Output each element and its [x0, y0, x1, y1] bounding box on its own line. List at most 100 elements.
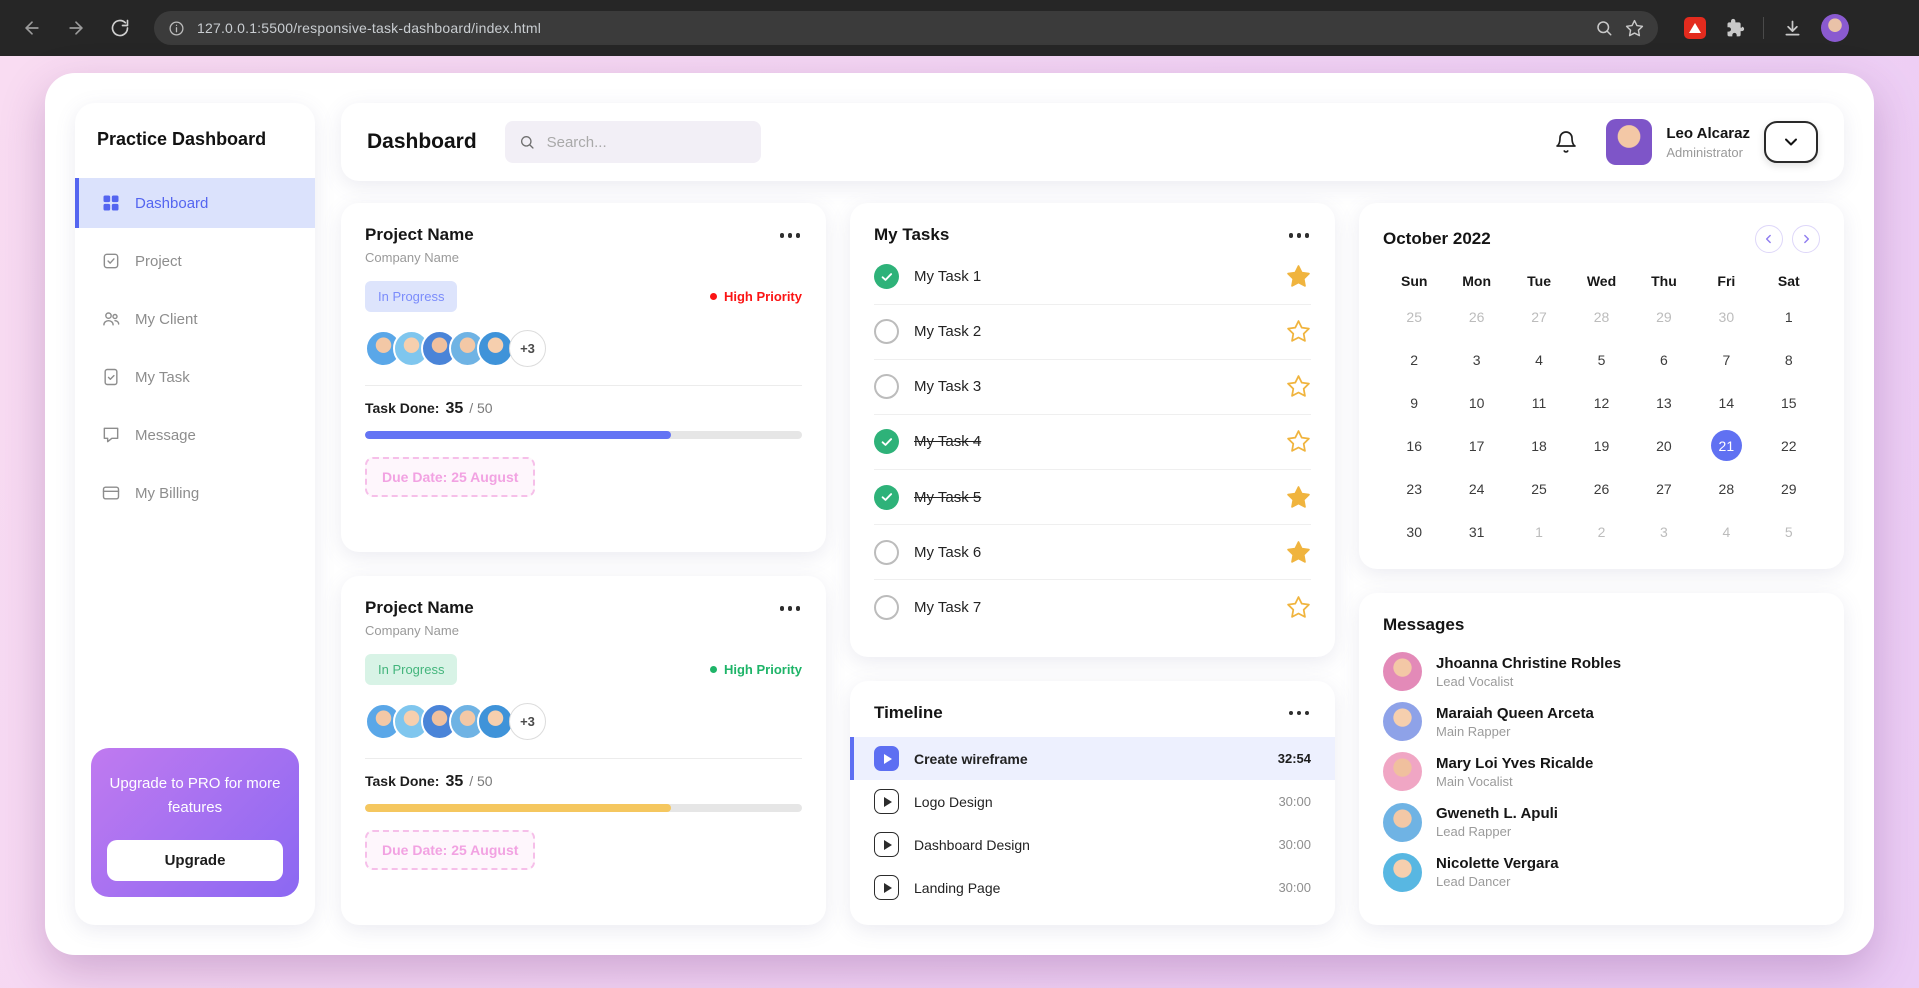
calendar-day[interactable]: 9 [1410, 394, 1419, 411]
task-row[interactable]: My Task 6 [874, 525, 1311, 581]
sidebar-item-my-billing[interactable]: My Billing [75, 468, 315, 518]
sidebar-item-my-client[interactable]: My Client [75, 294, 315, 344]
calendar-day[interactable]: 29 [1780, 480, 1797, 497]
calendar-day[interactable]: 30 [1718, 308, 1735, 325]
calendar-day-selected[interactable]: 21 [1710, 430, 1742, 461]
sidebar-item-project[interactable]: Project [75, 236, 315, 286]
timeline-item[interactable]: Logo Design 30:00 [874, 780, 1311, 823]
pdf-extension-icon[interactable] [1684, 17, 1706, 39]
forward-button[interactable] [58, 10, 94, 46]
task-row[interactable]: My Task 4 [874, 415, 1311, 471]
more-options-icon[interactable] [1287, 703, 1312, 724]
calendar-day[interactable]: 29 [1656, 308, 1672, 325]
calendar-day[interactable]: 2 [1597, 523, 1606, 540]
calendar-day[interactable]: 27 [1531, 308, 1547, 325]
calendar-day[interactable]: 28 [1593, 308, 1610, 325]
calendar-day[interactable]: 23 [1406, 480, 1422, 497]
task-row[interactable]: My Task 3 [874, 360, 1311, 415]
calendar-day[interactable]: 4 [1722, 523, 1731, 540]
star-icon[interactable] [1286, 264, 1311, 289]
calendar-day[interactable]: 25 [1406, 308, 1422, 325]
bookmark-button[interactable] [1625, 19, 1644, 38]
more-options-icon[interactable] [778, 598, 803, 619]
calendar-day[interactable]: 2 [1410, 351, 1419, 368]
browser-profile-avatar[interactable] [1821, 14, 1849, 42]
calendar-day[interactable]: 27 [1656, 480, 1672, 497]
user-avatar[interactable] [1606, 119, 1653, 165]
message-contact[interactable]: Nicolette Vergara Lead Dancer [1383, 852, 1820, 892]
calendar-day[interactable]: 30 [1406, 523, 1422, 540]
play-icon[interactable] [874, 875, 899, 900]
calendar-day[interactable]: 24 [1468, 480, 1485, 497]
calendar-day[interactable]: 6 [1660, 351, 1668, 368]
calendar-day[interactable]: 3 [1660, 523, 1668, 540]
star-icon[interactable] [1286, 485, 1311, 510]
star-icon[interactable] [1286, 540, 1311, 565]
message-contact[interactable]: Mary Loi Yves Ricalde Main Vocalist [1383, 752, 1820, 792]
play-icon[interactable] [874, 789, 899, 814]
play-icon[interactable] [874, 746, 899, 771]
upgrade-button[interactable]: Upgrade [107, 840, 283, 881]
back-button[interactable] [14, 10, 50, 46]
calendar-day[interactable]: 26 [1593, 480, 1610, 497]
calendar-day[interactable]: 11 [1531, 394, 1547, 411]
calendar-day[interactable]: 28 [1718, 480, 1735, 497]
sidebar-item-message[interactable]: Message [75, 410, 315, 460]
address-bar[interactable]: 127.0.0.1:5500/responsive-task-dashboard… [154, 11, 1658, 45]
calendar-day[interactable]: 8 [1784, 351, 1793, 368]
profile-dropdown-button[interactable] [1764, 121, 1818, 163]
star-icon[interactable] [1286, 429, 1311, 454]
task-checkbox-unchecked[interactable] [874, 319, 899, 345]
calendar-day[interactable]: 7 [1722, 351, 1731, 368]
task-checkbox-unchecked[interactable] [874, 539, 899, 565]
calendar-day[interactable]: 1 [1535, 523, 1543, 540]
calendar-day[interactable]: 4 [1535, 351, 1543, 368]
calendar-day[interactable]: 31 [1468, 523, 1485, 540]
extensions-button[interactable] [1724, 18, 1745, 39]
task-checkbox-checked[interactable] [874, 484, 899, 510]
timeline-item[interactable]: Landing Page 30:00 [874, 866, 1311, 909]
task-checkbox-unchecked[interactable] [874, 594, 899, 620]
url-text[interactable]: 127.0.0.1:5500/responsive-task-dashboard… [197, 20, 542, 36]
calendar-day[interactable]: 16 [1406, 437, 1422, 454]
timeline-item[interactable]: Dashboard Design 30:00 [874, 823, 1311, 866]
zoom-button[interactable] [1595, 19, 1613, 37]
search-input[interactable] [544, 132, 747, 152]
star-icon[interactable] [1286, 374, 1311, 399]
star-icon[interactable] [1286, 595, 1311, 620]
sidebar-item-dashboard[interactable]: Dashboard [75, 178, 315, 228]
calendar-day[interactable]: 17 [1468, 437, 1485, 454]
sidebar-item-my-task[interactable]: My Task [75, 352, 315, 402]
calendar-day[interactable]: 14 [1718, 394, 1735, 411]
calendar-day[interactable]: 25 [1531, 480, 1547, 497]
task-row[interactable]: My Task 2 [874, 305, 1311, 360]
task-row[interactable]: My Task 1 [874, 250, 1311, 305]
calendar-day[interactable]: 10 [1468, 394, 1485, 411]
task-checkbox-checked[interactable] [874, 264, 899, 290]
calendar-prev-button[interactable] [1755, 225, 1783, 253]
calendar-day[interactable]: 1 [1784, 308, 1793, 325]
calendar-day[interactable]: 5 [1784, 523, 1793, 540]
message-contact[interactable]: Gweneth L. Apuli Lead Rapper [1383, 802, 1820, 842]
calendar-next-button[interactable] [1792, 225, 1820, 253]
message-contact[interactable]: Maraiah Queen Arceta Main Rapper [1383, 702, 1820, 742]
task-row[interactable]: My Task 7 [874, 580, 1311, 634]
message-contact[interactable]: Jhoanna Christine Robles Lead Vocalist [1383, 652, 1820, 692]
calendar-day[interactable]: 26 [1468, 308, 1485, 325]
calendar-day[interactable]: 22 [1780, 437, 1797, 454]
site-info-icon[interactable] [168, 20, 185, 37]
calendar-day[interactable]: 19 [1593, 437, 1610, 454]
calendar-day[interactable]: 15 [1780, 394, 1797, 411]
timeline-item[interactable]: Create wireframe 32:54 [850, 737, 1335, 780]
calendar-day[interactable]: 12 [1593, 394, 1610, 411]
calendar-day[interactable]: 18 [1531, 437, 1547, 454]
star-icon[interactable] [1286, 319, 1311, 344]
task-checkbox-unchecked[interactable] [874, 374, 899, 400]
notifications-button[interactable] [1554, 130, 1578, 154]
more-options-icon[interactable] [1287, 225, 1312, 246]
task-row[interactable]: My Task 5 [874, 470, 1311, 526]
calendar-day[interactable]: 13 [1656, 394, 1672, 411]
reload-button[interactable] [102, 10, 138, 46]
calendar-day[interactable]: 20 [1656, 437, 1672, 454]
task-checkbox-checked[interactable] [874, 429, 899, 455]
